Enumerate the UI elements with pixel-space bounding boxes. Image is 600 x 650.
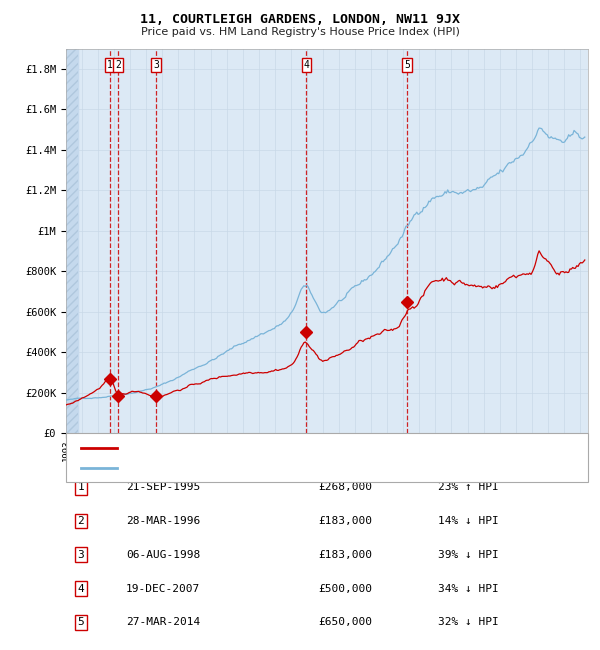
Text: 06-AUG-1998: 06-AUG-1998	[126, 550, 200, 560]
Text: 28-MAR-1996: 28-MAR-1996	[126, 516, 200, 526]
Text: 32% ↓ HPI: 32% ↓ HPI	[438, 618, 499, 627]
Text: 1: 1	[77, 482, 85, 492]
Text: 3: 3	[153, 60, 159, 70]
Bar	[66, 49, 78, 434]
Text: £650,000: £650,000	[318, 618, 372, 627]
Text: 11, COURTLEIGH GARDENS, LONDON, NW11 9JX: 11, COURTLEIGH GARDENS, LONDON, NW11 9JX	[140, 13, 460, 26]
Text: 2: 2	[77, 516, 85, 526]
Text: 4: 4	[77, 584, 85, 593]
Text: £500,000: £500,000	[318, 584, 372, 593]
Text: 1: 1	[107, 60, 113, 70]
Text: 34% ↓ HPI: 34% ↓ HPI	[438, 584, 499, 593]
Text: 23% ↑ HPI: 23% ↑ HPI	[438, 482, 499, 492]
Text: 5: 5	[77, 618, 85, 627]
Text: £183,000: £183,000	[318, 516, 372, 526]
Text: £268,000: £268,000	[318, 482, 372, 492]
Text: 19-DEC-2007: 19-DEC-2007	[126, 584, 200, 593]
Bar	[66, 49, 78, 434]
Text: Price paid vs. HM Land Registry's House Price Index (HPI): Price paid vs. HM Land Registry's House …	[140, 27, 460, 37]
Text: 27-MAR-2014: 27-MAR-2014	[126, 618, 200, 627]
Text: 39% ↓ HPI: 39% ↓ HPI	[438, 550, 499, 560]
Text: 2: 2	[115, 60, 121, 70]
Text: 3: 3	[77, 550, 85, 560]
Text: 14% ↓ HPI: 14% ↓ HPI	[438, 516, 499, 526]
Text: 21-SEP-1995: 21-SEP-1995	[126, 482, 200, 492]
Text: 11, COURTLEIGH GARDENS, LONDON, NW11 9JX (detached house): 11, COURTLEIGH GARDENS, LONDON, NW11 9JX…	[123, 443, 479, 453]
Text: HPI: Average price, detached house, Barnet: HPI: Average price, detached house, Barn…	[123, 463, 386, 473]
Text: 5: 5	[404, 60, 410, 70]
Text: 4: 4	[304, 60, 309, 70]
Text: £183,000: £183,000	[318, 550, 372, 560]
